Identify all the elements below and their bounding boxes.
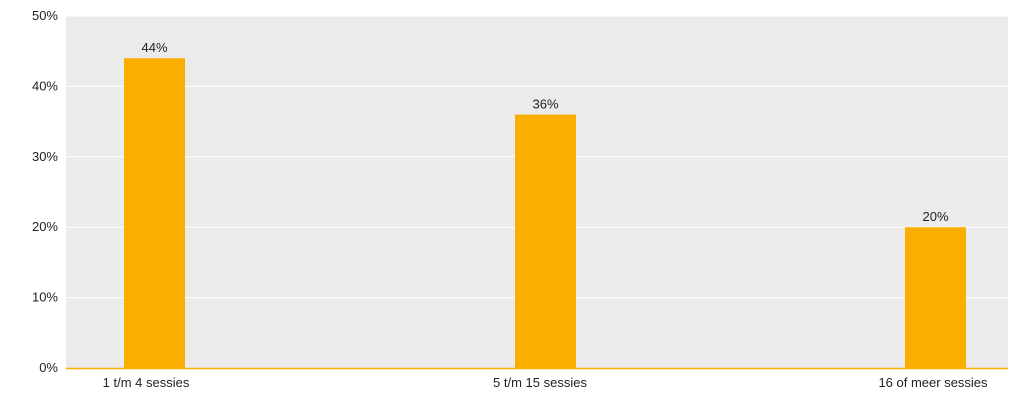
y-tick-label: 10% [32,290,58,305]
bar [124,58,185,369]
data-label: 36% [532,97,558,112]
x-tick-label: 5 t/m 15 sessies [493,375,587,390]
y-tick-label: 30% [32,149,58,164]
bar [905,227,966,368]
y-tick-label: 50% [32,8,58,23]
x-tick-label: 16 of meer sessies [878,375,988,390]
bars: 44% 36% 20% [124,40,966,369]
y-tick-label: 40% [32,78,58,93]
data-label: 44% [141,40,167,55]
x-axis-ticks: 1 t/m 4 sessies 5 t/m 15 sessies 16 of mee… [103,375,988,390]
bar [515,114,576,368]
data-label: 20% [922,209,948,224]
y-tick-label: 0% [39,360,58,375]
y-axis-ticks: 0% 10% 20% 30% 40% 50% [32,8,58,375]
y-tick-label: 20% [32,219,58,234]
x-tick-label: 1 t/m 4 sessies [103,375,190,390]
